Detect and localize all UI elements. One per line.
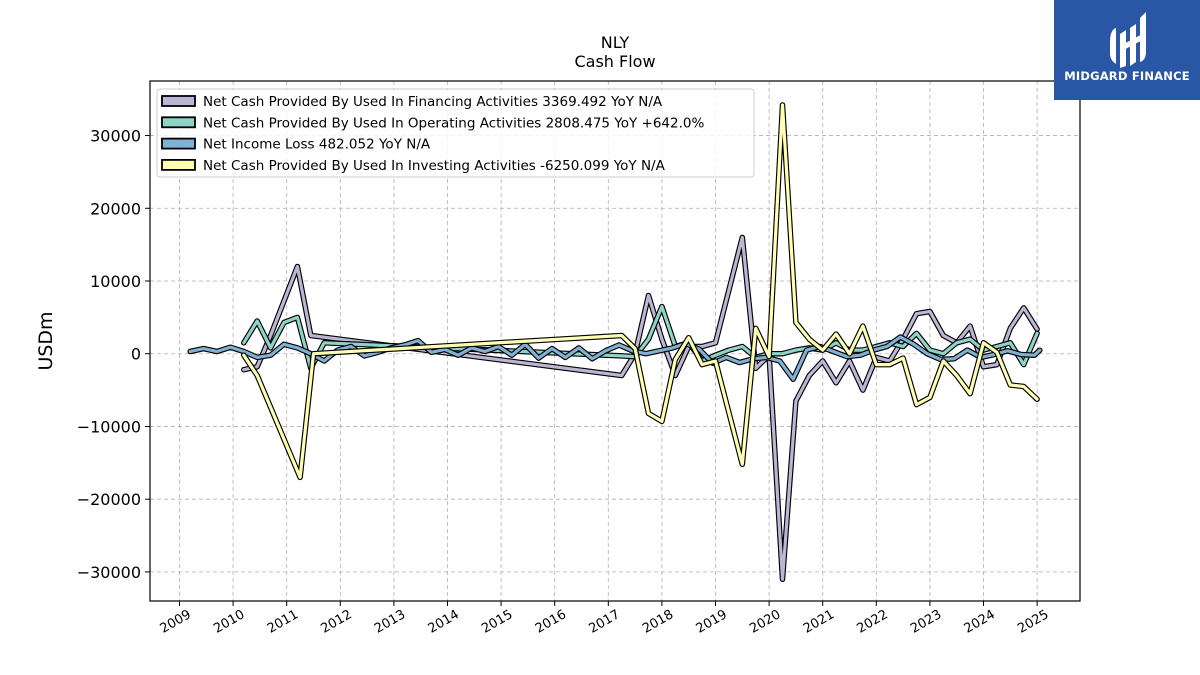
series-1 [241,234,1040,582]
y-axis-label: USDm [35,311,57,370]
y-tick-label: 30000 [90,127,141,146]
x-tick-label: 2023 [908,607,944,637]
series-4 [241,102,1040,481]
x-tick-label: 2018 [640,607,676,637]
series-lines [187,102,1043,582]
legend-swatch [161,116,196,129]
x-tick-label: 2011 [265,607,301,637]
y-tick-label: −10000 [77,417,141,436]
plot-frame [149,80,1081,602]
x-tick-label: 2022 [854,607,890,637]
legend-label: Net Cash Provided By Used In Investing A… [203,158,666,174]
legend-swatch [161,137,196,150]
series-line-outline [241,234,1040,582]
series-line [242,235,1039,581]
axes: 2009 2010 2011 2012 2013 2014 2015 2016 2017 2018… [77,127,1052,637]
legend-box [156,88,755,178]
legend-swatch [161,158,196,171]
y-tick-label: 10000 [90,272,141,291]
y-tick-label: −30000 [77,563,141,582]
x-tick-label: 2025 [1015,607,1051,637]
x-tick-label: 2009 [158,607,194,637]
x-tick-label: 2017 [586,607,622,637]
x-tick-label: 2024 [962,607,998,637]
x-tick-label: 2013 [372,607,408,637]
midgard-finance-logo: MIDGARD FINANCE [1054,0,1200,100]
legend-label: Net Income Loss 482.052 YoY N/A [203,137,431,153]
legend-swatch [161,95,196,107]
logo-text: MIDGARD FINANCE [1064,69,1190,83]
x-tick-label: 2015 [479,607,515,637]
y-tick-label: −20000 [77,490,141,509]
legend: Net Cash Provided By Used In Financing A… [156,88,755,178]
series-line [242,103,1039,479]
legend-label: Net Cash Provided By Used In Operating A… [203,115,704,131]
x-tick-label: 2010 [211,607,247,637]
legend-label: Net Cash Provided By Used In Financing A… [203,94,663,110]
x-tick-label: 2016 [533,607,569,637]
x-tick-label: 2012 [318,607,354,637]
x-tick-label: 2021 [801,607,837,637]
logo-mark-icon [1110,12,1146,68]
y-tick-label: 0 [131,345,141,364]
x-tick-label: 2019 [694,607,730,637]
x-tick-label: 2020 [747,607,783,637]
y-tick-label: 20000 [90,199,141,218]
chart-subtitle: Cash Flow [574,52,655,71]
x-tick-label: 2014 [426,607,462,637]
chart-title: NLY [601,33,630,52]
